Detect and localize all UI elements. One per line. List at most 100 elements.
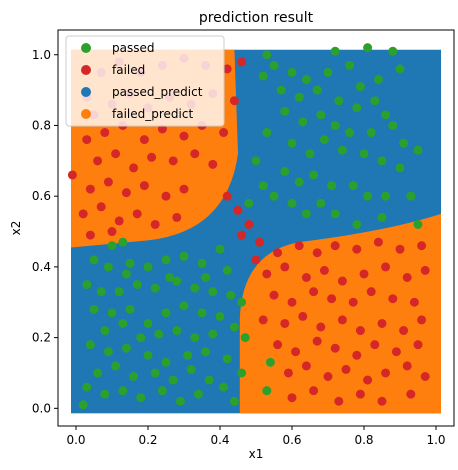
passed-point <box>229 322 239 332</box>
passed-point <box>208 329 218 339</box>
failed-point <box>388 294 398 304</box>
passed-point <box>172 326 182 336</box>
plot-frame <box>57 29 455 427</box>
passed-point <box>240 333 250 343</box>
failed-point <box>352 350 362 360</box>
passed-point <box>352 103 362 113</box>
passed-point <box>93 368 103 378</box>
passed-point <box>89 255 99 265</box>
passed-point <box>399 138 409 148</box>
failed-point <box>291 347 301 357</box>
legend-marker <box>81 65 91 75</box>
passed-point <box>237 297 247 307</box>
passed-point <box>201 347 211 357</box>
failed-point <box>132 209 142 219</box>
failed-point <box>330 241 340 251</box>
passed-point <box>143 262 153 272</box>
passed-point <box>262 128 272 138</box>
passed-point <box>237 368 247 378</box>
passed-point <box>377 212 387 222</box>
failed-point <box>395 244 405 254</box>
failed-point <box>370 340 380 350</box>
legend: passed failed passed_predict failed_predict <box>65 35 225 127</box>
passed-point <box>327 181 337 191</box>
failed-point <box>381 368 391 378</box>
failed-point <box>222 191 232 201</box>
passed-point <box>258 71 268 81</box>
failed-point <box>139 135 149 145</box>
failed-point <box>244 219 254 229</box>
chart-title: prediction result <box>199 10 314 26</box>
passed-point <box>157 386 167 396</box>
failed-point <box>420 372 430 381</box>
y-tick-label: 0.0 <box>32 401 51 415</box>
passed-point <box>161 255 171 265</box>
passed-point <box>118 237 128 247</box>
passed-point <box>215 244 225 254</box>
passed-point <box>100 326 110 336</box>
failed-point <box>327 294 337 304</box>
x-tick-label: 0.6 <box>282 433 301 447</box>
passed-point <box>334 96 344 106</box>
prediction-layer <box>71 49 441 414</box>
passed-point <box>413 219 423 229</box>
failed-point <box>406 389 416 399</box>
failed-point <box>319 265 329 275</box>
failed-point <box>377 318 387 328</box>
failed-point <box>301 361 311 371</box>
failed-point <box>129 163 139 173</box>
passed-point <box>330 46 340 56</box>
passed-point <box>111 361 121 371</box>
passed-point <box>82 280 92 290</box>
passed-point <box>363 43 373 53</box>
passed-point <box>388 46 398 56</box>
failed-point <box>417 315 427 325</box>
passed-point <box>197 258 207 268</box>
failed-point <box>348 297 358 307</box>
passed-point <box>179 251 189 261</box>
y-tick-label: 0.4 <box>32 260 51 274</box>
legend-marker <box>81 43 91 53</box>
failed-point <box>280 318 290 328</box>
passed-point <box>226 290 236 300</box>
y-axis-label: x2 <box>9 221 23 236</box>
failed-point <box>157 124 167 134</box>
passed-point <box>150 283 160 293</box>
passed-point <box>337 145 347 155</box>
x-tick-label: 0.2 <box>138 433 157 447</box>
passed-point <box>269 191 279 201</box>
passed-point <box>309 170 319 180</box>
passed-point <box>388 120 398 130</box>
y-tick-label: 1.0 <box>32 48 51 62</box>
x-axis-ticks: 0.0 0.2 0.4 0.6 0.8 1.0 <box>66 426 446 447</box>
failed-predict-region-bottom-right <box>239 213 441 414</box>
failed-point <box>262 269 272 279</box>
passed-point <box>287 67 297 77</box>
x-tick-label: 0.8 <box>354 433 373 447</box>
y-tick-label: 0.8 <box>32 118 51 132</box>
passed-point <box>269 60 279 70</box>
passed-point <box>287 198 297 208</box>
failed-point <box>301 273 311 282</box>
passed-point <box>280 106 290 116</box>
passed-point <box>150 368 160 378</box>
passed-point <box>222 265 232 275</box>
failed-point <box>287 297 297 307</box>
failed-point <box>337 276 347 286</box>
passed-point <box>78 400 88 410</box>
passed-point <box>222 354 232 364</box>
passed-point <box>262 50 272 60</box>
failed-point <box>341 364 351 374</box>
passed-point <box>413 145 423 155</box>
passed-point <box>301 209 311 219</box>
passed-point <box>136 393 146 403</box>
failed-point <box>179 131 189 141</box>
failed-point <box>298 311 308 321</box>
passed-point <box>100 389 110 399</box>
passed-point <box>183 350 193 360</box>
passed-point <box>276 85 286 95</box>
passed-point <box>319 135 329 145</box>
failed-point <box>107 227 117 237</box>
passed-point <box>107 308 117 318</box>
